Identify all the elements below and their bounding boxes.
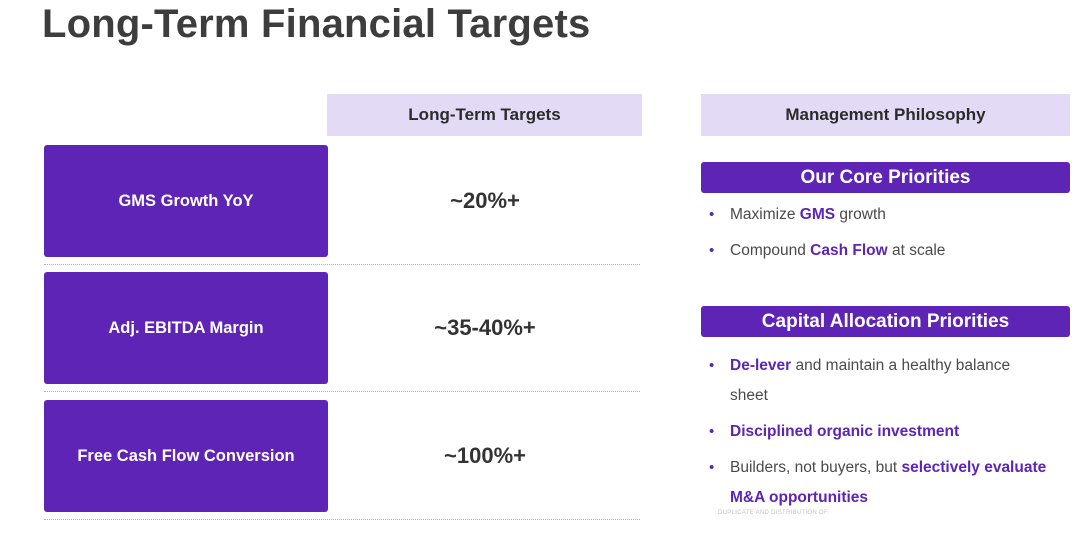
capital-priority-item: • Disciplined organic investment bbox=[709, 417, 1049, 447]
metric-label-ebitda-margin: Adj. EBITDA Margin bbox=[44, 272, 328, 384]
bullet-text: at scale bbox=[887, 242, 946, 259]
bullet-text: Builders, not buyers, but bbox=[730, 459, 902, 476]
core-priorities-header: Our Core Priorities bbox=[701, 162, 1070, 193]
bullet-highlight: selectively evaluate M&A opportunities bbox=[730, 459, 1047, 506]
slide-title: Long-Term Financial Targets bbox=[42, 2, 591, 46]
row-divider bbox=[44, 519, 640, 520]
bullet-dot-icon: • bbox=[709, 357, 715, 374]
bullet-text: growth bbox=[835, 206, 886, 223]
footnote: DUPLICATE AND DISTRIBUTION OF bbox=[718, 510, 828, 516]
metric-value-fcf-conversion: ~100%+ bbox=[444, 443, 526, 468]
bullet-highlight: GMS bbox=[799, 206, 836, 223]
bullet-highlight: De-lever bbox=[730, 357, 792, 374]
bullet-dot-icon: • bbox=[709, 459, 715, 476]
core-priority-item: • Maximize GMS growth bbox=[709, 200, 1049, 230]
bullet-dot-icon: • bbox=[709, 242, 715, 259]
capital-priority-item: • Builders, not buyers, but selectively … bbox=[709, 453, 1049, 513]
metric-label-fcf-conversion: Free Cash Flow Conversion bbox=[44, 400, 328, 512]
bullet-dot-icon: • bbox=[709, 206, 715, 223]
capital-allocation-header: Capital Allocation Priorities bbox=[701, 306, 1070, 337]
long-term-targets-header: Long-Term Targets bbox=[327, 94, 642, 136]
bullet-highlight: Cash Flow bbox=[810, 242, 888, 259]
core-priority-item: • Compound Cash Flow at scale bbox=[709, 236, 1049, 266]
metric-value-gms-growth: ~20%+ bbox=[450, 188, 520, 213]
bullet-text: and maintain a healthy balance sheet bbox=[730, 357, 1011, 404]
metric-value-ebitda-margin: ~35-40%+ bbox=[434, 315, 536, 340]
row-divider bbox=[44, 264, 640, 265]
bullet-dot-icon: • bbox=[709, 423, 715, 440]
bullet-text: Maximize bbox=[730, 206, 800, 223]
row-divider bbox=[44, 391, 640, 392]
metric-label-gms-growth: GMS Growth YoY bbox=[44, 145, 328, 257]
capital-priority-item: • De-lever and maintain a healthy balanc… bbox=[709, 351, 1049, 411]
bullet-text: Compound bbox=[730, 242, 811, 259]
bullet-highlight: Disciplined organic investment bbox=[730, 423, 960, 440]
management-philosophy-header: Management Philosophy bbox=[701, 94, 1070, 136]
